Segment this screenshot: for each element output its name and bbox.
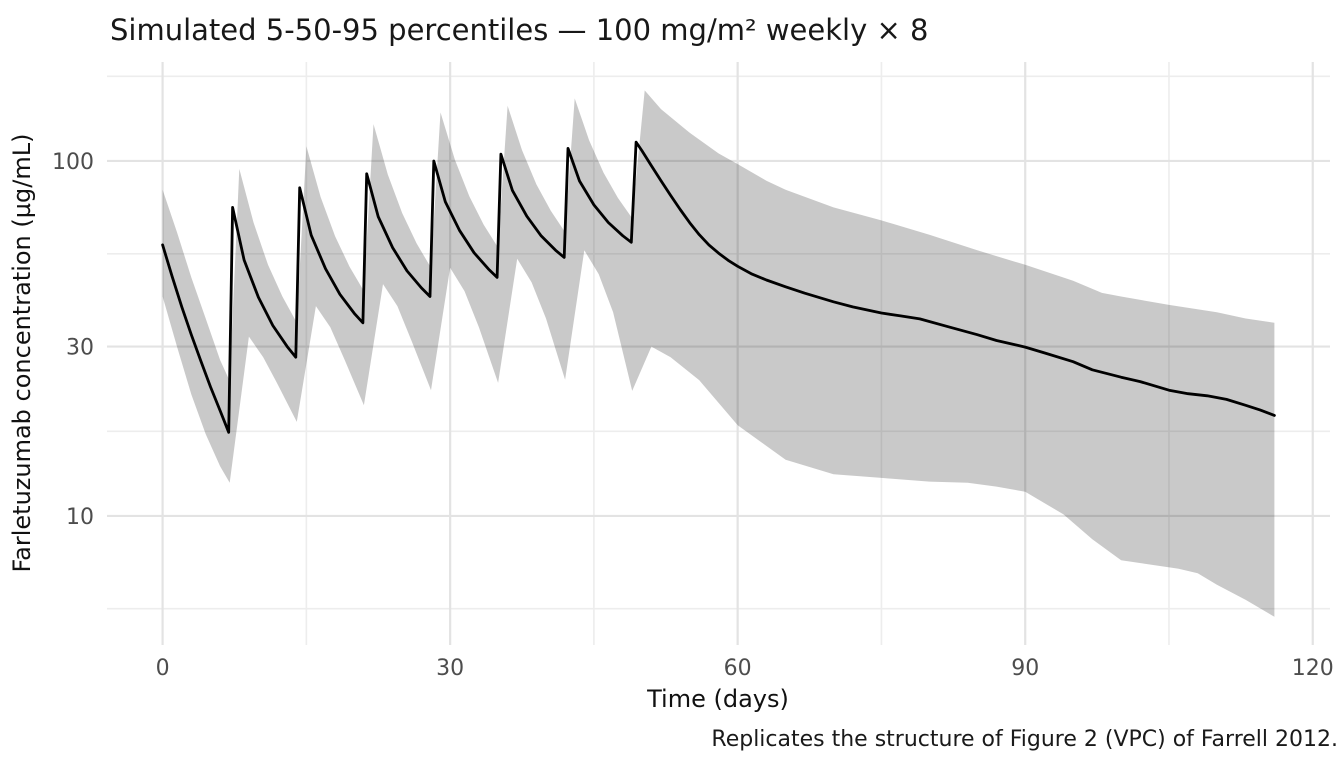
x-tick-label: 0 [156, 656, 170, 681]
x-axis-label: Time (days) [646, 685, 789, 713]
y-axis-tick-labels: 10 30 100 [52, 150, 94, 530]
percentile-ribbon-5-95 [162, 90, 1275, 617]
y-tick-label: 10 [66, 505, 94, 530]
x-tick-label: 60 [724, 656, 752, 681]
grid-major [107, 62, 1330, 645]
y-tick-label: 30 [66, 336, 94, 361]
x-tick-label: 120 [1292, 656, 1334, 681]
median-line [161, 140, 1276, 434]
x-axis-tick-labels: 0 30 60 90 120 [156, 656, 1334, 681]
x-tick-label: 30 [436, 656, 464, 681]
chart-caption: Replicates the structure of Figure 2 (VP… [711, 727, 1338, 752]
chart-title: Simulated 5-50-95 percentiles — 100 mg/m… [110, 13, 928, 47]
x-tick-label: 90 [1011, 656, 1039, 681]
y-axis-label: Farletuzumab concentration (µg/mL) [8, 134, 36, 573]
y-tick-label: 100 [52, 150, 94, 175]
